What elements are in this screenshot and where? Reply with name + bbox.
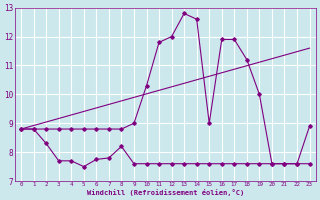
X-axis label: Windchill (Refroidissement éolien,°C): Windchill (Refroidissement éolien,°C) <box>87 189 244 196</box>
